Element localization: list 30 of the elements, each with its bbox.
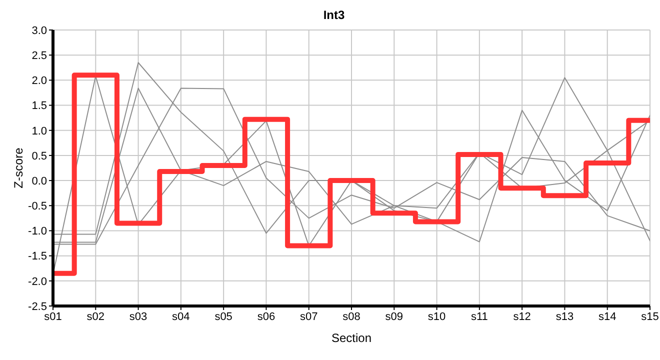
x-tick-label: s07 [300, 310, 318, 323]
y-tick-label: 0.5 [32, 150, 47, 162]
x-tick-label: s12 [513, 310, 531, 323]
y-tick-label: 2.0 [32, 75, 47, 88]
x-axis-title: Section [331, 331, 372, 345]
x-tick-label: s13 [556, 310, 574, 323]
y-tick-label: -0.5 [28, 200, 47, 213]
y-tick-label: 1.0 [32, 125, 47, 138]
x-tick-label: s03 [129, 310, 148, 323]
x-tick-label: s05 [214, 310, 232, 323]
x-tick-label: s15 [641, 310, 659, 323]
y-tick-label: -1.5 [28, 250, 47, 263]
x-tick-label: s10 [428, 310, 446, 323]
y-tick-label: -2.5 [28, 300, 47, 313]
x-tick-label: s04 [172, 310, 190, 323]
x-tick-label: s01 [44, 310, 62, 323]
y-tick-label: 2.5 [32, 50, 47, 62]
x-tick-label: s02 [86, 310, 105, 323]
y-axis-title: Z-score [11, 147, 26, 188]
x-tick-label: s11 [470, 310, 488, 323]
x-tick-label: s09 [385, 310, 404, 323]
y-tick-label: -2.0 [28, 276, 47, 288]
x-tick-label: s14 [598, 310, 616, 323]
x-tick-label: s06 [257, 310, 276, 323]
y-tick-label: -1.0 [28, 226, 47, 238]
y-tick-label: 3.0 [32, 24, 47, 37]
x-tick-label: s08 [342, 310, 360, 323]
chart-title: Int3 [322, 8, 346, 24]
y-tick-label: 1.5 [32, 100, 47, 112]
y-tick-label: 0.0 [32, 175, 47, 188]
